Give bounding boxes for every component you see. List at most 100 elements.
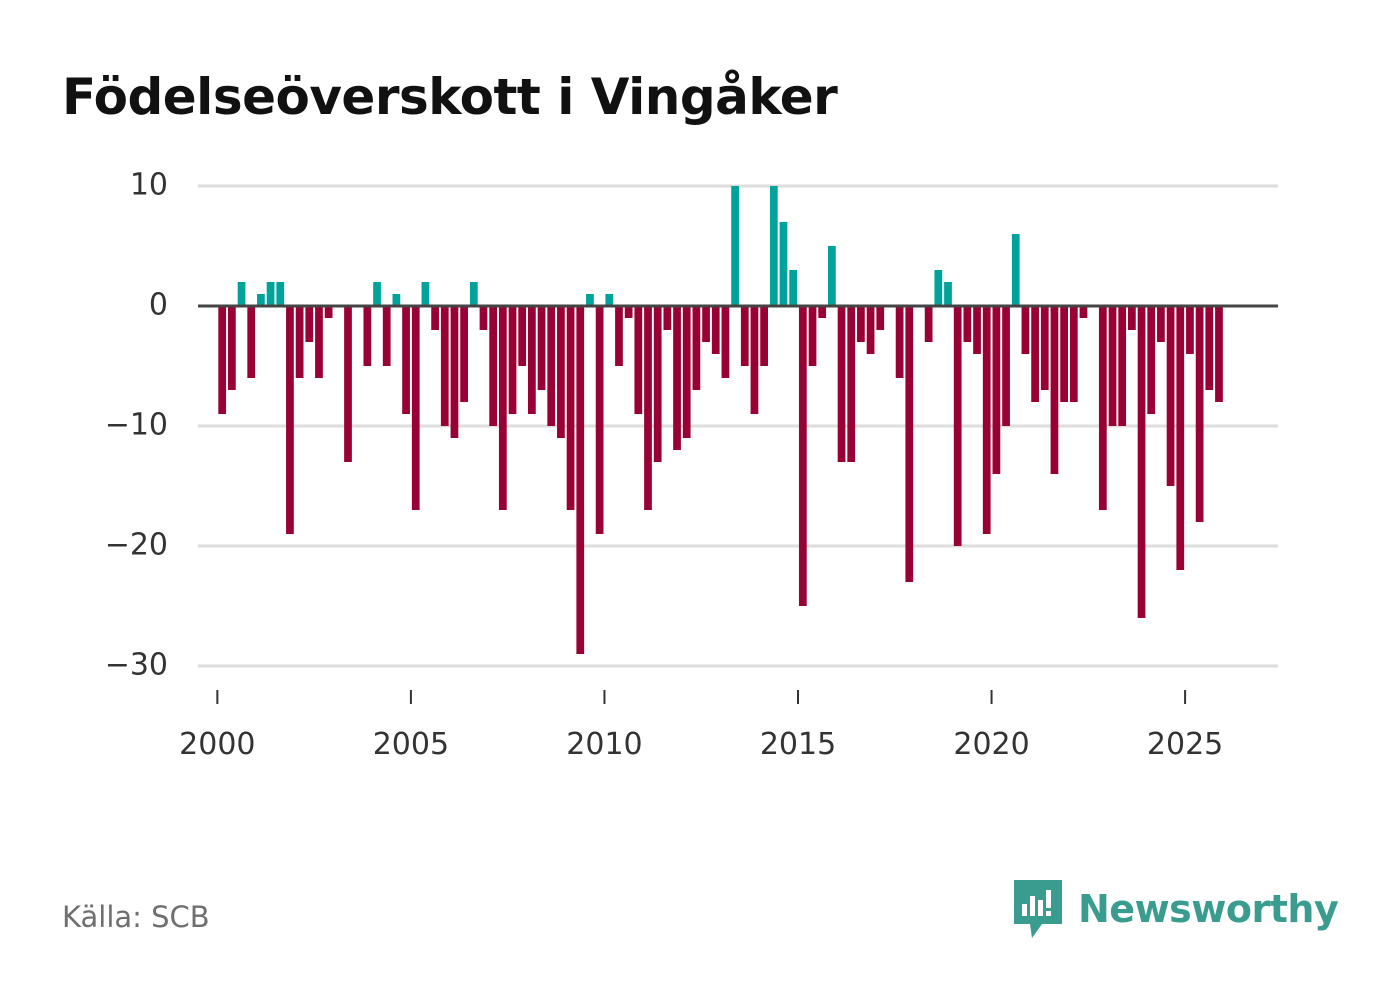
bar (566, 306, 575, 510)
bar (808, 306, 817, 366)
x-tick-label: 2020 (953, 727, 1029, 762)
bar (1137, 306, 1146, 618)
bar (1040, 306, 1049, 390)
bar (218, 306, 227, 414)
bar (711, 306, 720, 354)
gridlines (198, 184, 1278, 668)
bar (682, 306, 691, 438)
bar (1118, 306, 1127, 426)
newsworthy-chart-icon (1014, 880, 1062, 938)
bar (779, 222, 788, 306)
bar (847, 306, 856, 462)
bar (1069, 306, 1078, 402)
bar (498, 306, 507, 510)
bar (721, 306, 730, 378)
bar (421, 282, 430, 306)
bar (276, 282, 285, 306)
bar (924, 306, 933, 342)
bar (692, 306, 701, 390)
bar (440, 306, 449, 426)
bar (1011, 234, 1020, 306)
bar (528, 306, 536, 414)
bar (489, 306, 498, 426)
bar (373, 282, 381, 306)
bar (402, 306, 410, 414)
bar (1060, 306, 1068, 402)
bar (1195, 306, 1204, 522)
bar (1215, 306, 1223, 402)
bar (1079, 306, 1088, 318)
bar (731, 186, 739, 306)
bar (934, 270, 943, 306)
bar (431, 306, 439, 330)
bar (557, 306, 565, 438)
bar (237, 282, 246, 306)
bar (537, 306, 546, 390)
bar (295, 306, 304, 378)
bar (1002, 306, 1010, 426)
x-tick-label: 2005 (373, 727, 449, 762)
bar (266, 282, 275, 306)
bar (866, 306, 875, 354)
source-note: Källa: SCB (62, 900, 210, 934)
chart-title: Födelseöverskott i Vingåker (62, 68, 838, 126)
bar (605, 294, 614, 306)
y-axis-ticks: 10 0 −10 −20 −30 (105, 168, 168, 683)
bar (460, 306, 468, 402)
bar (1050, 306, 1059, 474)
bar (315, 306, 323, 378)
newsworthy-logo[interactable]: Newsworthy (1012, 878, 1339, 940)
bar (769, 186, 778, 306)
bar (673, 306, 681, 450)
y-tick-label: −30 (105, 648, 168, 683)
bar (663, 306, 672, 330)
bar (624, 306, 633, 318)
bar (857, 306, 865, 342)
bar (363, 306, 372, 366)
bar (634, 306, 643, 414)
bar (1166, 306, 1175, 486)
x-tick-label: 2000 (179, 727, 255, 762)
bar (973, 306, 981, 354)
x-tick-label: 2025 (1147, 727, 1223, 762)
bar (547, 306, 556, 426)
bar (740, 306, 749, 366)
bar (247, 306, 256, 378)
bar (469, 282, 478, 306)
bar (653, 306, 662, 462)
bar (1021, 306, 1030, 354)
bar (518, 306, 527, 366)
bar (1098, 306, 1107, 510)
bar (644, 306, 652, 510)
bar (450, 306, 459, 438)
bar (1147, 306, 1156, 414)
bar (411, 306, 420, 510)
y-tick-label: −20 (105, 528, 168, 563)
x-axis-ticks: 2000 2005 2010 2015 2020 2025 (179, 690, 1223, 762)
bar (1031, 306, 1039, 402)
bar (615, 306, 623, 366)
bar (702, 306, 710, 342)
bar (798, 306, 807, 606)
bar (750, 306, 759, 414)
bar (953, 306, 962, 546)
bar (479, 306, 488, 330)
bar (382, 306, 391, 366)
bar (576, 306, 585, 654)
bar (586, 294, 594, 306)
y-tick-label: 0 (149, 288, 168, 323)
bar (992, 306, 1001, 474)
bar (305, 306, 314, 342)
bar (595, 306, 604, 534)
bar (837, 306, 846, 462)
bar (324, 306, 333, 318)
bar (818, 306, 827, 318)
bar (257, 294, 265, 306)
bar (982, 306, 991, 534)
bar (963, 306, 972, 342)
y-tick-label: 10 (130, 168, 168, 203)
bars (218, 186, 1223, 654)
bar (905, 306, 914, 582)
y-tick-label: −10 (105, 408, 168, 443)
